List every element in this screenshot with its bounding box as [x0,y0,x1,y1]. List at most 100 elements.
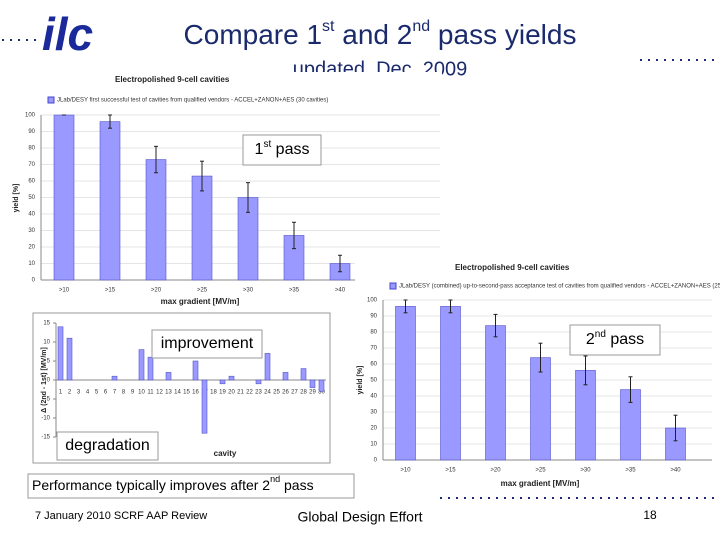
x-tick-label: 26 [282,390,289,396]
x-tick-label: 16 [192,390,199,396]
error-bar [493,313,498,338]
x-tick-label: 23 [255,390,262,396]
bar [485,325,506,461]
x-tick-label: 28 [300,390,307,396]
x-tick-label: 4 [86,390,90,396]
y-tick-label: 20 [28,245,35,251]
annotation-sup: st [263,139,271,150]
annotation: degradation [65,437,150,454]
legend-text: JLab/DESY (combined) up-to-second-pass a… [399,284,720,290]
x-tick-label: 9 [131,390,135,396]
y-tick-label: 10 [43,340,50,346]
x-tick-label: 18 [210,390,217,396]
x-axis-title: max gradient [MV/m] [161,297,240,306]
x-tick-label: 13 [165,390,172,396]
x-tick-label: >35 [289,288,300,294]
y-tick-label: 80 [28,146,35,152]
error-bar [246,182,250,213]
legend-swatch [389,282,397,290]
x-axis-title: cavity [214,449,237,458]
note: Performance typically improves after 2nd… [32,474,314,492]
annotation: 2nd pass [586,329,644,349]
bar [318,379,325,392]
y-tick-label: 0 [32,278,36,284]
bar [395,306,416,461]
x-tick-label: >30 [243,288,254,294]
x-tick-label: >10 [59,288,70,294]
page-number: 18 [643,508,657,522]
bar [111,375,118,381]
y-tick-label: 90 [370,314,377,320]
y-tick-label: 15 [43,321,50,327]
x-tick-label: >20 [151,288,162,294]
chart: -15-10-505101512345678910111213141516171… [32,312,331,464]
x-tick-label: >25 [197,288,208,294]
x-tick-label: 1 [59,390,63,396]
footer-left: 7 January 2010 SCRF AAP Review [35,510,207,522]
legend-swatch [47,96,55,104]
x-tick-label: 21 [237,390,244,396]
y-axis-title: yield [%] [13,184,20,213]
x-tick-label: 25 [273,390,280,396]
annotation: 1st pass [255,139,310,159]
x-tick-label: 8 [122,390,126,396]
error-bar [108,114,112,129]
x-tick-label: >15 [445,468,456,474]
error-bar [628,376,633,403]
bar [66,337,73,381]
y-tick-label: 70 [28,162,35,168]
bar [228,375,235,381]
error-bar [292,221,296,250]
x-tick-label: >40 [670,468,681,474]
title-sup: nd [412,18,430,35]
bar [300,368,307,381]
x-tick-label: >30 [580,468,591,474]
x-tick-label: 7 [113,390,117,396]
annotation-box [242,134,322,166]
bar [192,360,199,381]
y-tick-label: -5 [45,397,51,403]
annotation-box [56,431,159,461]
bar [255,379,262,385]
y-tick-label: 0 [374,458,378,464]
error-bar [200,160,204,192]
note-box [27,473,355,499]
y-tick-label: 100 [25,113,36,119]
legend-text: JLab/DESY first successful test of cavit… [57,98,328,104]
annotation-box [569,324,661,356]
y-tick-label: 90 [28,129,35,135]
y-tick-label: -15 [41,435,50,441]
note-part: pass [280,477,313,493]
error-bar [673,414,678,442]
y-tick-label: 0 [47,378,51,384]
bar [147,356,154,381]
x-tick-label: 2 [68,390,72,396]
bar [145,159,167,281]
annotation-part: 1 [255,141,264,158]
x-tick-label: 27 [291,390,298,396]
x-tick-label: 22 [246,390,253,396]
error-bar [538,342,543,373]
x-tick-label: 12 [156,390,163,396]
bar [440,306,461,461]
y-tick-label: 80 [370,330,377,336]
x-tick-label: 29 [309,390,316,396]
x-tick-label: 15 [183,390,190,396]
y-tick-label: 50 [370,378,377,384]
x-tick-label: 24 [264,390,271,396]
y-tick-label: -10 [41,416,50,422]
y-tick-label: 70 [370,346,377,352]
error-bar [154,145,158,174]
title-part: and 2 [335,19,413,50]
note-sup: nd [270,474,280,484]
bar [282,372,289,381]
x-tick-label: >40 [335,288,346,294]
logo: ilc [42,8,93,60]
x-tick-label: 10 [138,390,145,396]
x-tick-label: 20 [228,390,235,396]
x-tick-label: 30 [318,390,325,396]
y-tick-label: 60 [28,179,35,185]
y-tick-label: 100 [367,298,378,304]
x-tick-label: 11 [147,390,154,396]
